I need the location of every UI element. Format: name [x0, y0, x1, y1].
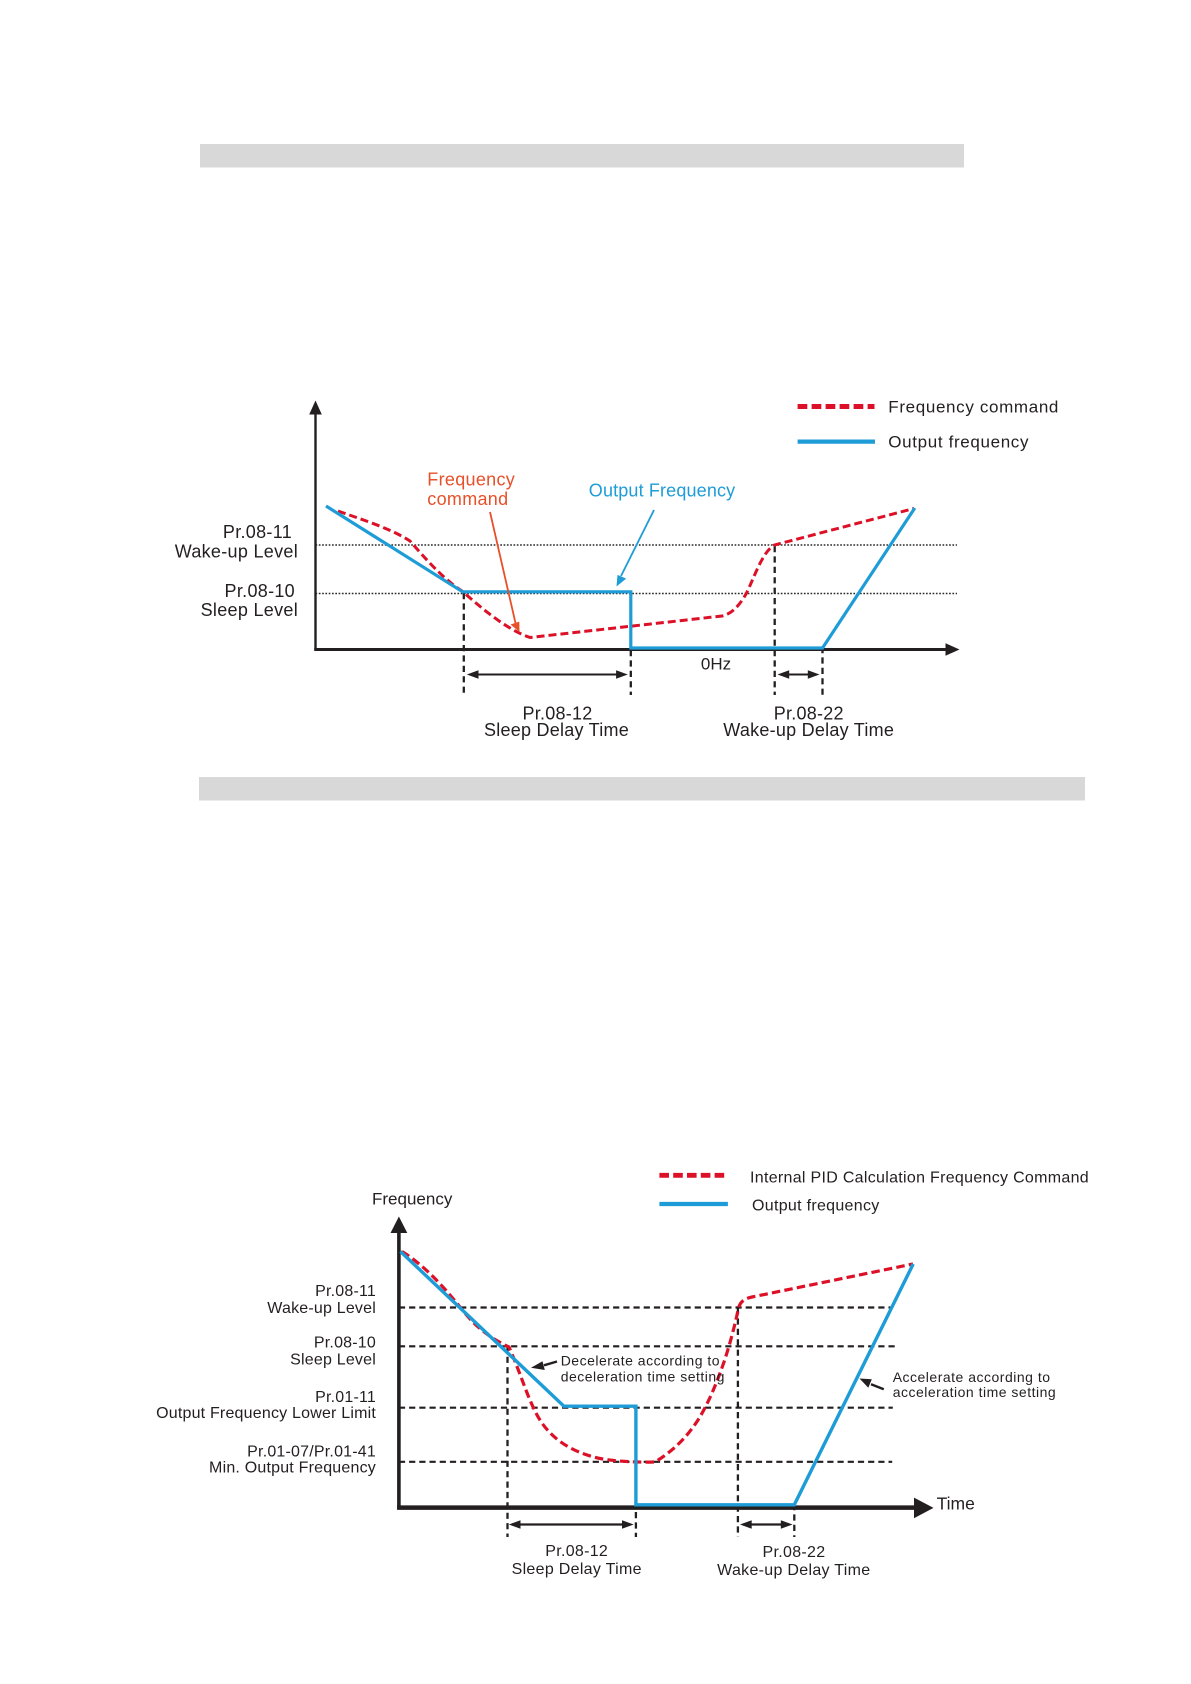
svg-text:Output frequency: Output frequency — [752, 1198, 880, 1215]
svg-text:Pr.08-12: Pr.08-12 — [545, 1543, 608, 1560]
svg-text:Sleep Level: Sleep Level — [290, 1352, 376, 1369]
svg-text:Pr.08-12: Pr.08-12 — [522, 703, 592, 723]
svg-text:Wake-up Level: Wake-up Level — [175, 542, 298, 562]
svg-text:Pr.08-22: Pr.08-22 — [774, 703, 844, 723]
svg-text:Pr.08-22: Pr.08-22 — [763, 1544, 826, 1561]
svg-text:deceleration time setting: deceleration time setting — [561, 1369, 725, 1385]
svg-text:Output Frequency: Output Frequency — [589, 480, 735, 500]
svg-text:Accelerate according to: Accelerate according to — [893, 1369, 1051, 1385]
svg-text:Frequency command: Frequency command — [888, 398, 1059, 417]
svg-text:command: command — [427, 489, 508, 509]
svg-text:Min. Output Frequency: Min. Output Frequency — [209, 1459, 376, 1476]
svg-text:Pr.01-07/Pr.01-41: Pr.01-07/Pr.01-41 — [247, 1444, 376, 1461]
svg-text:Output Frequency Lower Limit: Output Frequency Lower Limit — [156, 1405, 376, 1422]
svg-text:Sleep Level: Sleep Level — [201, 600, 298, 620]
svg-text:Sleep Delay Time: Sleep Delay Time — [484, 720, 629, 740]
svg-text:Frequency: Frequency — [427, 470, 515, 490]
svg-text:Pr.08-11: Pr.08-11 — [315, 1283, 376, 1300]
svg-text:Wake-up Level: Wake-up Level — [267, 1300, 376, 1317]
svg-text:Pr.08-10: Pr.08-10 — [225, 581, 295, 601]
svg-text:Pr.08-11: Pr.08-11 — [223, 522, 292, 542]
svg-text:Pr.01-11: Pr.01-11 — [315, 1389, 376, 1406]
svg-text:Wake-up Delay Time: Wake-up Delay Time — [717, 1562, 870, 1579]
svg-text:0Hz: 0Hz — [701, 655, 731, 674]
svg-text:Internal PID Calculation Frequ: Internal PID Calculation Frequency Comma… — [750, 1169, 1089, 1186]
svg-text:Frequency: Frequency — [372, 1189, 453, 1208]
svg-text:Sleep Delay Time: Sleep Delay Time — [512, 1561, 642, 1578]
svg-text:Wake-up Delay Time: Wake-up Delay Time — [723, 720, 894, 740]
svg-text:Output frequency: Output frequency — [888, 432, 1029, 451]
svg-text:acceleration time setting: acceleration time setting — [893, 1384, 1056, 1400]
svg-text:Decelerate according to: Decelerate according to — [561, 1353, 720, 1369]
svg-text:Time: Time — [937, 1493, 975, 1513]
svg-text:Pr.08-10: Pr.08-10 — [314, 1335, 376, 1352]
